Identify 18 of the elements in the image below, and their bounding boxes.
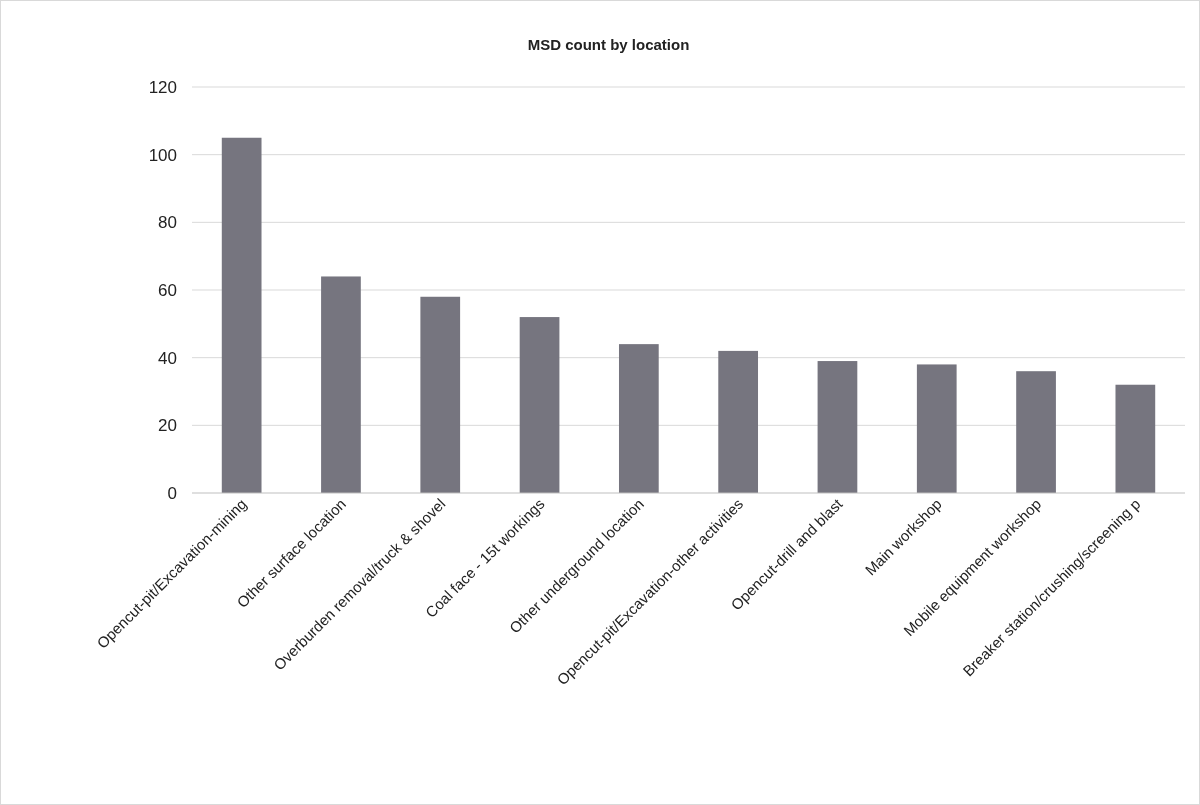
y-tick-label: 40 (158, 348, 177, 368)
bar (1115, 384, 1156, 493)
y-tick-label: 60 (158, 280, 177, 300)
y-tick-label: 0 (167, 483, 177, 503)
bar (1016, 371, 1056, 493)
bar (519, 317, 560, 493)
bar (420, 296, 461, 493)
y-tick-label: 120 (148, 77, 177, 97)
bar (618, 344, 659, 493)
bar (916, 364, 957, 493)
y-tick-label: 80 (158, 213, 177, 233)
y-tick-label: 100 (148, 145, 177, 165)
y-tick-label: 20 (158, 416, 177, 436)
bar (221, 137, 262, 493)
bar (817, 361, 858, 493)
bar (321, 276, 361, 493)
chart-title: MSD count by location (527, 36, 690, 53)
bar (718, 350, 759, 493)
